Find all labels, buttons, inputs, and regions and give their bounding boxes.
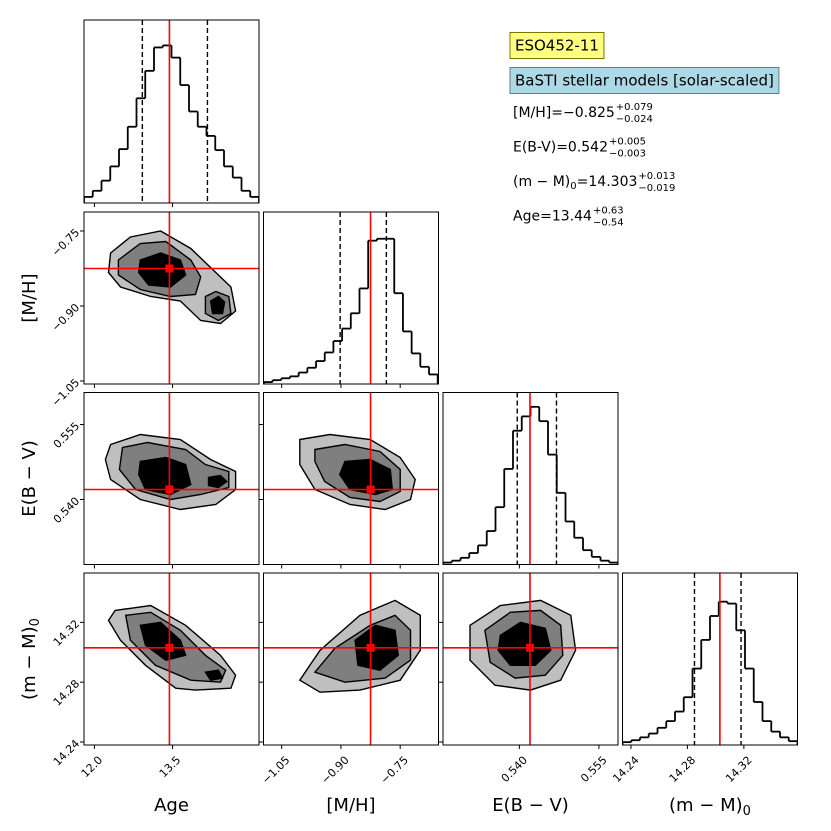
panel-frame (83, 211, 260, 385)
summary-plus: +0.013 (638, 171, 675, 182)
y-tick-label: −0.75 (49, 226, 82, 259)
panel-content (84, 573, 259, 745)
summary-minus: −0.003 (609, 149, 646, 160)
panel-content (263, 392, 439, 565)
x-tick-label: −0.90 (319, 754, 352, 787)
summary: E(B-V)=0.542 (513, 140, 608, 156)
summary-label: Age (513, 209, 540, 225)
summary-value: 14.303 (588, 174, 637, 190)
x-axis-label: (m − M)0 (669, 795, 751, 819)
panel-content (443, 392, 618, 565)
contour (209, 295, 226, 315)
contour (338, 458, 394, 496)
axis-label-text: (m − M) (669, 795, 743, 816)
summary-label: E(B-V) (513, 140, 556, 156)
annotation-box (509, 32, 605, 59)
truth-marker (165, 643, 174, 652)
axis-label-text: (m − M) (19, 626, 40, 700)
annotation-box (509, 67, 780, 94)
panel-frame (442, 572, 619, 746)
summary: [M/H]=−0.825 (513, 105, 615, 121)
truth-marker (165, 485, 174, 494)
summary-eq: = (556, 140, 568, 156)
y-axis-label: (m − M)0 (19, 618, 43, 700)
annotation: ESO452-11 (515, 37, 599, 55)
summary-minus: −0.54 (593, 218, 624, 229)
summary: Age=13.44 (513, 209, 592, 225)
axis-label-text: E(B − V) (19, 440, 40, 517)
axis-label-text: [M/H] (19, 273, 40, 322)
summary-label: (m − M) (513, 174, 570, 190)
truth-marker (366, 643, 375, 652)
contour (207, 474, 228, 489)
panel-content (84, 212, 259, 384)
panel-content (84, 392, 259, 565)
panel-frame (442, 392, 619, 565)
x-tick-label: 0.555 (578, 754, 609, 785)
summary-minus: −0.019 (638, 183, 675, 194)
summary-value: −0.825 (563, 105, 615, 121)
summary-plus: +0.63 (593, 206, 624, 217)
axis-label-sub: 0 (743, 804, 751, 819)
y-tick-label: 0.555 (51, 420, 82, 451)
summary-eq: = (551, 105, 563, 121)
x-axis-label: Age (154, 795, 189, 816)
x-axis-label: [M/H] (326, 795, 375, 816)
y-tick-label: 14.28 (51, 677, 82, 708)
x-tick-label: 12.0 (79, 754, 106, 781)
x-tick-label: −0.75 (378, 754, 411, 787)
panel-content (443, 573, 618, 745)
axis-label-text: Age (154, 795, 189, 816)
truth-marker (525, 643, 534, 652)
annotation: BaSTI stellar models [solar-scaled] (515, 72, 774, 90)
contour (137, 252, 187, 288)
summary-sub: 0 (570, 181, 576, 192)
axis-label-text: [M/H] (326, 795, 375, 816)
x-tick-label: 13.5 (157, 754, 184, 781)
panel-content (263, 573, 439, 745)
y-tick-label: 14.24 (51, 737, 82, 768)
y-tick-label: 0.540 (51, 495, 82, 526)
x-axis-label: E(B − V) (492, 795, 569, 816)
summary-value: 0.542 (568, 140, 608, 156)
summary-minus: −0.024 (616, 114, 653, 125)
summary-eq: = (540, 209, 552, 225)
x-tick-label: 0.540 (499, 754, 530, 785)
contour (139, 621, 187, 661)
x-tick-label: 14.32 (723, 754, 754, 785)
contour (204, 669, 224, 681)
summary: (m − M)0=14.303 (513, 174, 637, 192)
summary-eq: = (577, 174, 589, 190)
y-tick-label: 14.32 (51, 617, 82, 648)
axis-label-sub: 0 (28, 618, 43, 626)
truth-marker (165, 264, 174, 273)
y-axis-label: E(B − V) (19, 440, 40, 517)
panel-content (84, 20, 259, 203)
x-tick-label: 14.24 (610, 754, 641, 785)
x-tick-label: −1.05 (259, 754, 292, 787)
panel-frame (83, 392, 260, 565)
panel-frame (83, 572, 260, 746)
panel-frame (263, 572, 439, 746)
panel-content (263, 212, 439, 384)
summary-label: [M/H] (513, 105, 551, 121)
axis-label-text: E(B − V) (492, 795, 569, 816)
y-tick-label: −1.05 (49, 376, 82, 409)
y-axis-label: [M/H] (19, 273, 40, 322)
panel-frame (83, 19, 260, 204)
panel-frame (622, 572, 798, 746)
panel-content (622, 573, 798, 745)
truth-marker (366, 485, 375, 494)
panel-frame (263, 392, 439, 565)
panel-frame (263, 211, 439, 385)
contour (497, 621, 552, 666)
y-tick-label: −0.90 (49, 301, 82, 334)
summary-plus: +0.079 (616, 102, 653, 113)
x-tick-label: 14.28 (667, 754, 698, 785)
summary-plus: +0.005 (609, 137, 646, 148)
summary-value: 13.44 (552, 209, 592, 225)
